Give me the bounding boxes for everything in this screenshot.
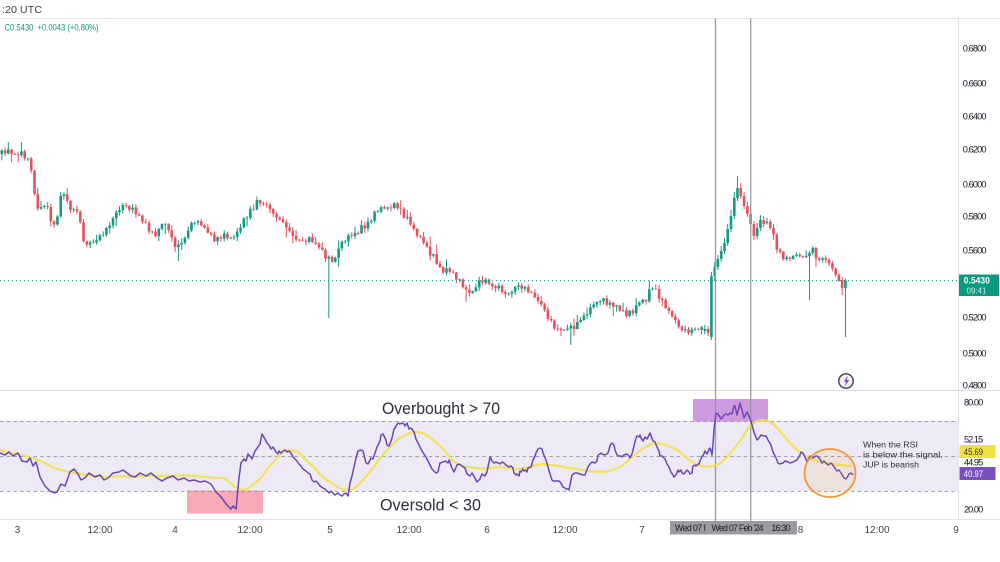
svg-text:0.6200: 0.6200 [963,145,987,155]
svg-text:44.95: 44.95 [964,458,983,468]
svg-text:12:00: 12:00 [87,525,112,536]
svg-text:Overbought > 70: Overbought > 70 [382,400,500,418]
svg-text:12:00: 12:00 [552,525,577,536]
svg-text:4: 4 [172,525,178,536]
svg-text:0.4800: 0.4800 [963,381,987,391]
svg-text:8: 8 [798,525,804,536]
svg-text:0.5600: 0.5600 [963,246,987,256]
svg-text::20 UTC: :20 UTC [2,5,42,16]
svg-text:JUP is bearish: JUP is bearish [863,460,919,470]
svg-text:16:30: 16:30 [772,523,791,533]
svg-text:12:00: 12:00 [237,525,262,536]
svg-text:0.5800: 0.5800 [963,212,987,222]
svg-text:52.15: 52.15 [964,435,983,445]
svg-text:12:00: 12:00 [396,525,421,536]
svg-text:0.6600: 0.6600 [963,79,987,89]
svg-text:6: 6 [484,525,490,536]
svg-text:09:41: 09:41 [967,286,987,296]
svg-text:0.6400: 0.6400 [963,112,987,122]
svg-text:Wed 07 Feb '24: Wed 07 Feb '24 [712,523,764,533]
svg-text:9: 9 [953,525,959,536]
svg-text:0.5200: 0.5200 [963,313,987,323]
svg-text:3: 3 [15,525,21,536]
svg-text:20.00: 20.00 [964,505,983,515]
svg-text:40.97: 40.97 [964,469,983,479]
svg-text:12:00: 12:00 [864,525,889,536]
svg-text:7: 7 [639,525,645,536]
svg-text:0.5000: 0.5000 [963,349,987,359]
svg-text:is below the signal,: is below the signal, [863,450,943,460]
svg-text:0.6000: 0.6000 [963,180,987,190]
svg-text:45.69: 45.69 [964,447,983,457]
svg-text:5: 5 [327,525,333,536]
svg-text:Oversold < 30: Oversold < 30 [380,497,481,515]
svg-text:80.00: 80.00 [964,398,983,408]
svg-text:0.6800: 0.6800 [963,44,987,54]
svg-text:When the RSI: When the RSI [863,440,918,450]
svg-text:0.5430: 0.5430 [964,276,990,286]
svg-text:C0.5430 +0.0043 (+0.80%): C0.5430 +0.0043 (+0.80%) [5,23,99,34]
svg-text:Wed 07 I: Wed 07 I [675,523,706,533]
